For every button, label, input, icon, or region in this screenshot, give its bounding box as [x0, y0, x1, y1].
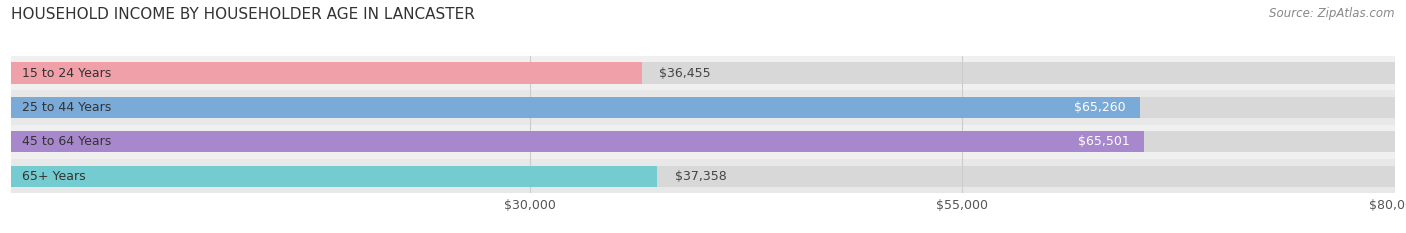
Text: $36,455: $36,455 — [659, 67, 710, 80]
Bar — [11, 131, 1144, 152]
Text: Source: ZipAtlas.com: Source: ZipAtlas.com — [1270, 7, 1395, 20]
Bar — [11, 159, 1395, 193]
Bar — [11, 62, 1395, 84]
Bar — [11, 125, 1395, 159]
Bar — [11, 131, 1395, 152]
Text: 65+ Years: 65+ Years — [21, 170, 86, 183]
Text: HOUSEHOLD INCOME BY HOUSEHOLDER AGE IN LANCASTER: HOUSEHOLD INCOME BY HOUSEHOLDER AGE IN L… — [11, 7, 475, 22]
Bar — [11, 62, 641, 84]
Bar — [11, 90, 1395, 125]
Text: $65,501: $65,501 — [1078, 135, 1130, 148]
Bar — [11, 166, 658, 187]
Text: $65,260: $65,260 — [1074, 101, 1126, 114]
Bar — [11, 97, 1140, 118]
Text: 45 to 64 Years: 45 to 64 Years — [21, 135, 111, 148]
Bar — [11, 56, 1395, 90]
Text: $37,358: $37,358 — [675, 170, 727, 183]
Bar — [11, 97, 1395, 118]
Text: 15 to 24 Years: 15 to 24 Years — [21, 67, 111, 80]
Text: 25 to 44 Years: 25 to 44 Years — [21, 101, 111, 114]
Bar — [11, 166, 1395, 187]
